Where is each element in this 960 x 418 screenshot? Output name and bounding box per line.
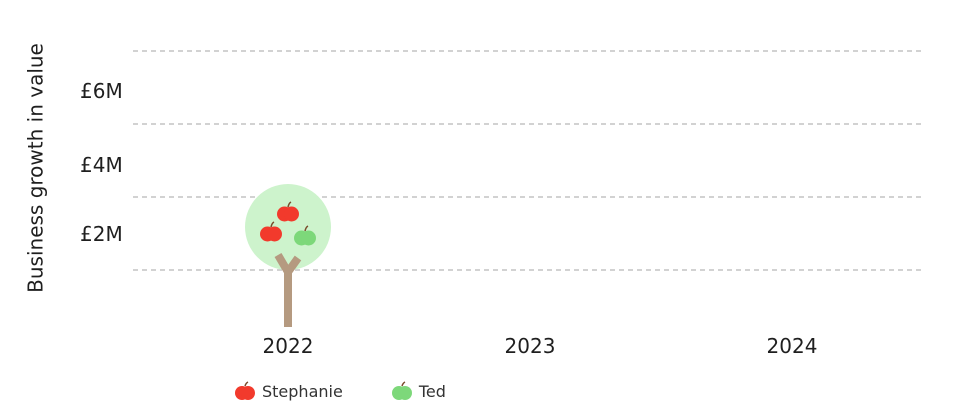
green-apple-icon (391, 380, 413, 402)
tree-mark (245, 184, 331, 327)
x-tick-label: 2024 (767, 334, 818, 358)
tree-layer (245, 184, 331, 327)
gridlines (133, 50, 922, 271)
red-apple-mark (277, 201, 299, 222)
x-tick-label: 2023 (505, 334, 556, 358)
green-apple-mark (294, 225, 316, 246)
red-apple-mark (260, 221, 282, 242)
tree-canopy (245, 184, 331, 270)
legend-item-ted: Ted (391, 380, 446, 402)
legend: Stephanie Ted (234, 380, 446, 402)
red-apple-icon (234, 380, 256, 402)
y-axis-label: Business growth in value (24, 43, 48, 293)
legend-label-stephanie: Stephanie (262, 381, 343, 401)
tree-trunk (274, 252, 302, 327)
x-tick-label: 2022 (263, 334, 314, 358)
y-tick-label: £6M (80, 79, 123, 103)
y-tick-label: £4M (80, 153, 123, 177)
legend-item-stephanie: Stephanie (234, 380, 343, 402)
y-tick-label: £2M (80, 222, 123, 246)
legend-label-ted: Ted (418, 381, 446, 401)
